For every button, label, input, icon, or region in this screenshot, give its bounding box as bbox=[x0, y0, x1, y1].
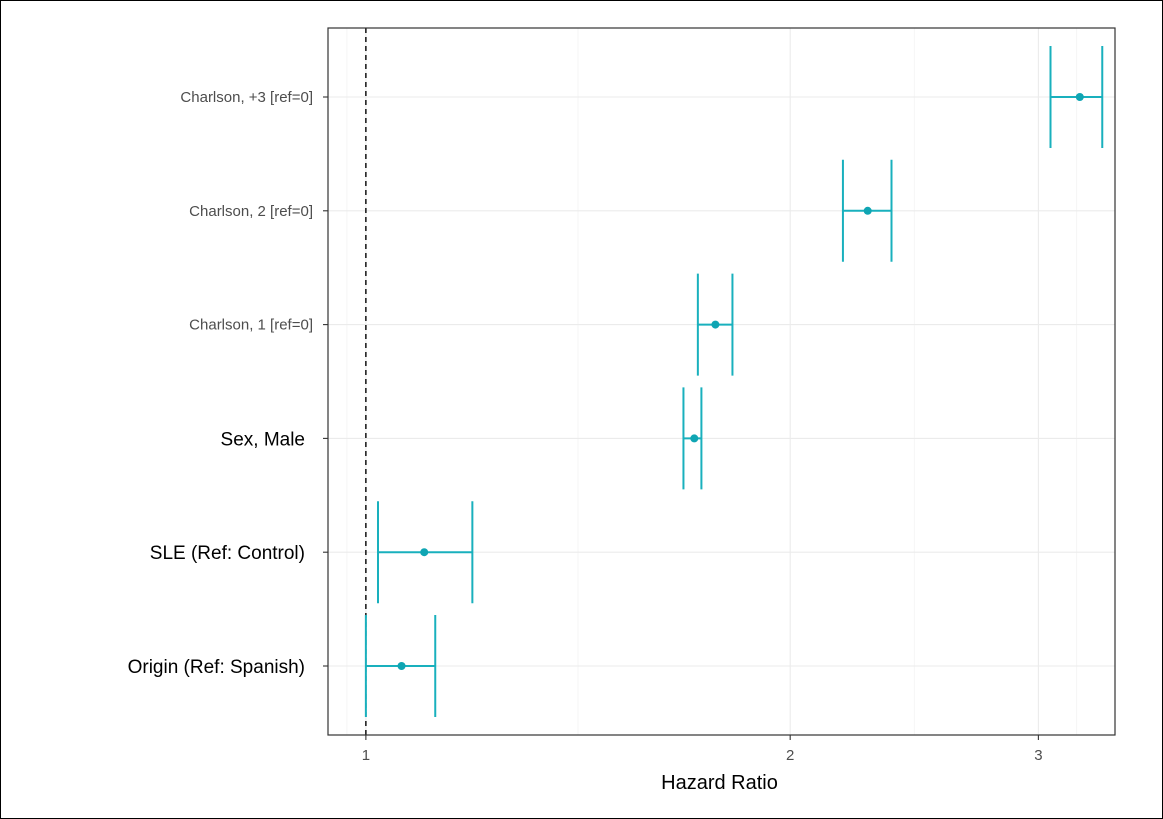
y-category-label: Charlson, +3 [ref=0] bbox=[180, 89, 313, 106]
x-tick-label: 1 bbox=[362, 747, 370, 764]
point-estimate bbox=[420, 548, 429, 557]
y-category-label: Sex, Male bbox=[221, 429, 305, 450]
x-tick-label: 3 bbox=[1034, 747, 1042, 764]
point-estimate bbox=[690, 434, 699, 443]
point-estimate bbox=[711, 320, 720, 329]
y-category-label: Charlson, 1 [ref=0] bbox=[189, 317, 313, 334]
plot-panel-border bbox=[327, 27, 1116, 736]
y-category-label: Charlson, 2 [ref=0] bbox=[189, 203, 313, 220]
point-estimate bbox=[397, 662, 406, 670]
point-estimate bbox=[1075, 93, 1084, 101]
y-axis: Charlson, +3 [ref=0] Charlson, 2 [ref=0] C… bbox=[128, 89, 328, 678]
x-axis-title: Hazard Ratio bbox=[661, 772, 778, 794]
x-axis: 1 2 3 bbox=[362, 735, 1043, 764]
confidence-intervals bbox=[364, 46, 1104, 717]
x-tick-label: 2 bbox=[786, 747, 794, 764]
point-estimate bbox=[863, 206, 872, 215]
grid-lines bbox=[328, 28, 1115, 735]
y-category-label: Origin (Ref: Spanish) bbox=[128, 657, 305, 678]
y-category-label: SLE (Ref: Control) bbox=[150, 543, 305, 564]
